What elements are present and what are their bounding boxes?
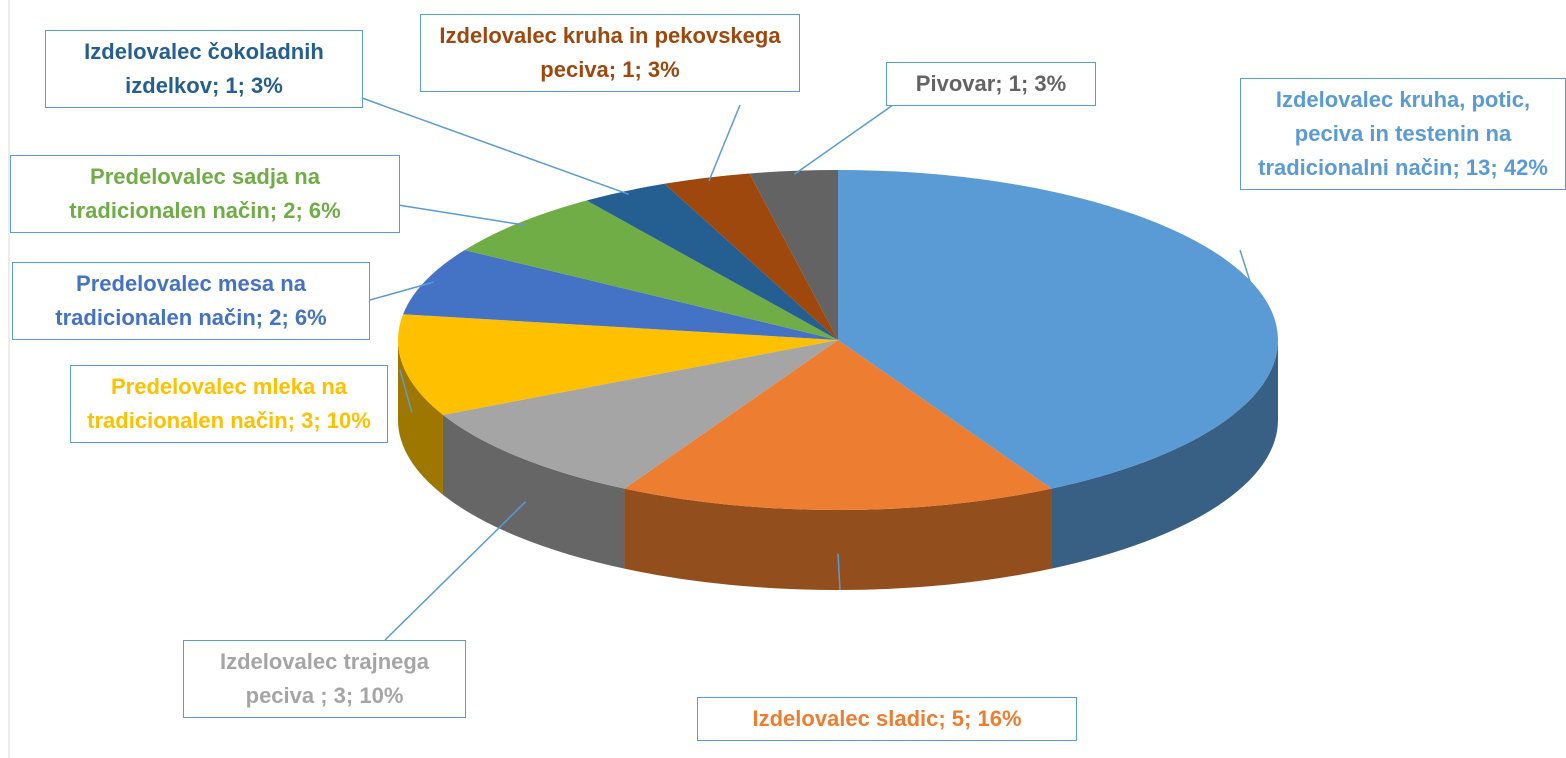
slice (664, 173, 838, 340)
slice (398, 314, 838, 415)
data-label: Predelovalec sadja na tradicionalen nači… (10, 155, 400, 233)
slice (464, 200, 838, 340)
slice (586, 183, 838, 340)
leader-line (399, 369, 413, 413)
leader-line (361, 97, 629, 196)
slice (624, 340, 1052, 510)
slice-side (442, 414, 625, 569)
slice-side (1051, 340, 1278, 569)
slice (838, 170, 1278, 489)
leader-line (397, 204, 526, 226)
data-label: Izdelovalec kruha, potic, peciva in test… (1240, 78, 1566, 190)
slice (403, 250, 838, 340)
data-label: Izdelovalec sladic; 5; 16% (697, 697, 1077, 741)
slice (442, 340, 838, 489)
data-label: Predelovalec mleka na tradicionalen nači… (70, 365, 388, 443)
leader-line (369, 281, 434, 301)
leader-line (708, 104, 741, 182)
slice (749, 170, 838, 340)
leader-line (384, 501, 526, 641)
data-label: Izdelovalec čokoladnih izdelkov; 1; 3% (45, 30, 363, 108)
data-label: Izdelovalec trajnega peciva ; 3; 10% (183, 640, 466, 718)
data-label: Pivovar; 1; 3% (886, 62, 1096, 106)
leader-line (1239, 249, 1257, 299)
data-label: Izdelovalec kruha in pekovskega peciva; … (420, 14, 800, 92)
leader-line (837, 553, 841, 591)
data-label: Predelovalec mesa na tradicionalen način… (12, 262, 370, 340)
slice-side (624, 488, 1052, 590)
slice-side (398, 340, 443, 495)
leader-line (793, 99, 901, 175)
